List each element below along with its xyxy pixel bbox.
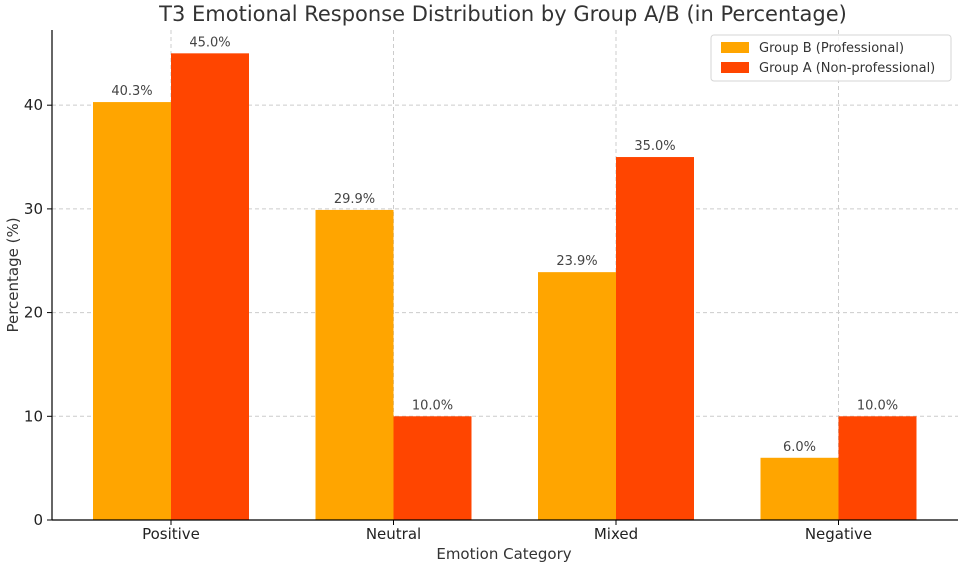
x-tick-label: Neutral <box>366 525 421 543</box>
y-axis-label: Percentage (%) <box>4 217 22 332</box>
y-tick-label: 20 <box>24 304 43 322</box>
bar <box>393 416 472 520</box>
y-tick-label: 10 <box>24 407 43 425</box>
x-tick-label: Negative <box>805 525 872 543</box>
bar-value-label: 10.0% <box>412 398 453 413</box>
legend-box <box>710 34 952 82</box>
legend-swatch <box>721 62 749 73</box>
legend-label: Group B (Professional) <box>759 41 904 56</box>
bar-value-label: 23.9% <box>556 254 597 269</box>
bar <box>171 53 249 520</box>
bar-value-label: 10.0% <box>857 398 898 413</box>
x-tick-label: Positive <box>142 525 200 543</box>
bar-value-label: 35.0% <box>634 139 675 154</box>
y-tick-label: 30 <box>24 200 43 218</box>
bar-value-label: 29.9% <box>334 192 375 207</box>
bar-value-label: 40.3% <box>111 84 152 99</box>
bars-layer <box>93 53 917 521</box>
bar <box>538 272 616 520</box>
chart-title: T3 Emotional Response Distribution by Gr… <box>158 2 847 26</box>
bar-value-label: 6.0% <box>783 440 816 455</box>
bar <box>315 209 394 521</box>
legend-swatch <box>721 42 749 53</box>
y-tick-label: 0 <box>33 511 43 529</box>
y-tick-label: 40 <box>24 96 43 114</box>
x-tick-label: Mixed <box>594 525 638 543</box>
bar-value-label: 45.0% <box>189 35 230 50</box>
x-axis-label: Emotion Category <box>436 545 571 563</box>
bar <box>93 102 171 521</box>
bar <box>838 416 917 520</box>
bar <box>760 457 839 520</box>
bar <box>616 157 694 520</box>
bar-labels-layer: 40.3% 29.9% 23.9% 6.0% 45.0% 10.0% 35.0% 10.0% <box>111 35 898 454</box>
legend-label: Group A (Non-professional) <box>759 61 935 76</box>
axes-layer: 0 10 20 30 40 Positive Neutral Mixed Negative <box>24 30 958 543</box>
legend: Group B (Professional) Group A (Non-profe… <box>710 34 952 82</box>
